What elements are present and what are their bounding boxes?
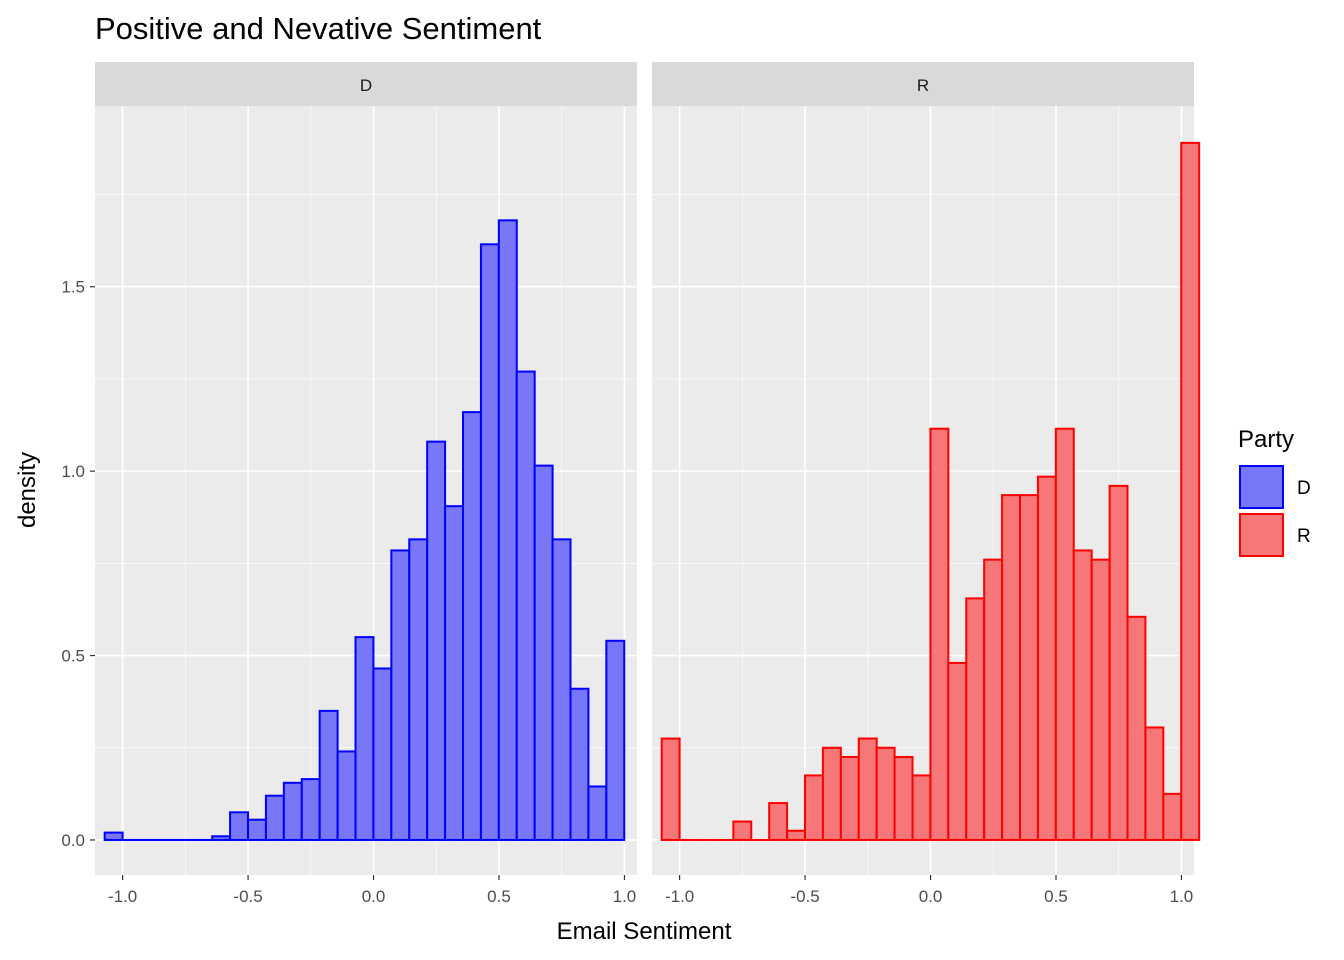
histogram-bar	[1054, 427, 1075, 841]
histogram-bar	[318, 709, 339, 841]
histogram-bar	[857, 737, 878, 841]
histogram-bar	[372, 667, 393, 841]
histogram-bar	[247, 818, 267, 841]
histogram-bar	[786, 829, 807, 841]
histogram-bar	[300, 778, 321, 841]
histogram-bar	[983, 558, 1004, 841]
histogram-bar	[660, 737, 681, 841]
histogram-bar	[1090, 558, 1111, 841]
legend-label: R	[1297, 526, 1311, 547]
histogram-bar	[1072, 549, 1093, 841]
histogram-bar	[551, 538, 572, 841]
legend-key-r	[1239, 513, 1284, 557]
legend-label: D	[1297, 478, 1311, 499]
x-tick-label: 1.0	[1170, 887, 1194, 906]
histogram-bar	[354, 636, 375, 841]
histogram-bar	[965, 597, 986, 841]
y-tick-label: 0.0	[61, 831, 85, 850]
facet-strip	[95, 62, 637, 106]
histogram-bar	[768, 802, 789, 841]
histogram-bar	[1162, 792, 1183, 841]
histogram-bar	[569, 687, 590, 841]
histogram-bar	[732, 820, 753, 841]
histogram-bar	[426, 440, 447, 841]
histogram-bar	[947, 661, 968, 841]
histogram-bar	[929, 427, 950, 841]
histogram-bar	[515, 370, 536, 841]
histogram-bar	[839, 755, 860, 841]
legend-key-d	[1239, 465, 1284, 509]
y-tick-label: 1.5	[61, 278, 85, 297]
histogram-bar	[462, 411, 482, 841]
histogram-bar	[408, 538, 429, 841]
chart-title: Positive and Nevative Sentiment	[95, 11, 542, 46]
x-tick-label: -0.5	[790, 887, 819, 906]
x-tick-label: -0.5	[233, 887, 262, 906]
histogram-bar	[587, 785, 608, 841]
histogram-bar	[479, 243, 500, 841]
facet-panel-d: D -1.0 -0.5 0.0 0.5 1.0	[95, 62, 637, 906]
y-tick-label: 1.0	[61, 462, 85, 481]
x-tick-label: 1.0	[613, 887, 637, 906]
histogram-bar	[211, 835, 232, 841]
facet-strip-label: D	[360, 76, 372, 95]
facet-strip	[652, 62, 1194, 106]
histogram-bar	[390, 549, 411, 841]
histogram-bar	[103, 831, 124, 841]
histogram-bar	[336, 750, 357, 841]
histogram-bar	[1180, 141, 1201, 841]
x-tick-label: -1.0	[108, 887, 137, 906]
legend-title: Party	[1238, 426, 1294, 453]
histogram-bar	[1001, 494, 1022, 841]
histogram-bar	[821, 746, 842, 841]
histogram-bar	[264, 794, 285, 841]
x-tick-label: -1.0	[665, 887, 694, 906]
y-axis: 0.0 0.5 1.0 1.5	[61, 278, 95, 850]
facet-strip-label: R	[917, 76, 929, 95]
histogram-bar	[282, 781, 303, 841]
histogram-bar	[444, 505, 465, 841]
y-tick-label: 0.5	[61, 647, 85, 666]
histogram-bar	[229, 811, 250, 841]
x-tick-label: 0.5	[1044, 887, 1068, 906]
x-axis-label: Email Sentiment	[557, 918, 732, 945]
histogram-bar	[1144, 726, 1165, 841]
x-tick-label: 0.5	[487, 887, 511, 906]
histogram-bar	[605, 639, 626, 841]
histogram-bar	[911, 774, 932, 841]
histogram-bar	[1126, 615, 1147, 841]
histogram-bar	[533, 464, 554, 841]
histogram-bar	[497, 219, 518, 841]
histogram-bar	[1019, 494, 1039, 841]
y-axis-label: density	[14, 452, 41, 528]
histogram-bar	[875, 746, 896, 841]
histogram-bar	[1036, 475, 1057, 841]
x-tick-label: 0.0	[362, 887, 386, 906]
legend: Party D R	[1238, 426, 1311, 557]
histogram-bar	[804, 774, 824, 841]
x-tick-label: 0.0	[919, 887, 943, 906]
histogram-bar	[1108, 484, 1129, 841]
facet-panel-r: R -1.0 -0.5 0.0 0.5 1.0	[652, 62, 1201, 906]
histogram-bar	[893, 755, 914, 841]
